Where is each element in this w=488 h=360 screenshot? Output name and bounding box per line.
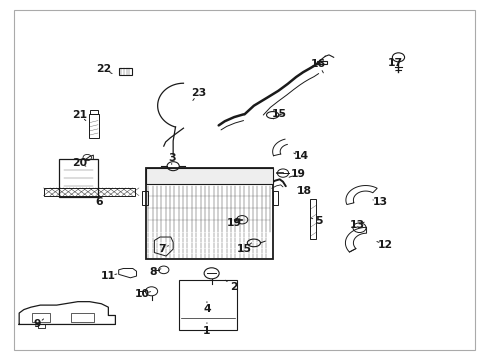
Text: 2: 2 <box>230 282 238 292</box>
Bar <box>317 61 326 64</box>
Text: 1: 1 <box>203 327 210 336</box>
Bar <box>71 313 94 322</box>
Bar <box>179 280 237 330</box>
Bar <box>43 188 135 195</box>
Text: 19: 19 <box>290 169 305 179</box>
Text: 5: 5 <box>314 216 322 226</box>
Text: 15: 15 <box>237 244 251 254</box>
Text: 17: 17 <box>387 58 403 68</box>
Text: 15: 15 <box>272 109 286 119</box>
Text: 22: 22 <box>96 64 111 75</box>
Bar <box>32 313 50 322</box>
Text: 13: 13 <box>372 198 387 207</box>
Bar <box>88 114 99 138</box>
Text: 19: 19 <box>226 218 241 228</box>
Bar <box>145 168 272 260</box>
Text: 10: 10 <box>134 289 149 299</box>
Text: 16: 16 <box>310 59 325 69</box>
Text: 8: 8 <box>149 267 156 276</box>
Text: 12: 12 <box>377 240 392 250</box>
Text: 13: 13 <box>349 220 364 230</box>
Text: 20: 20 <box>72 158 87 168</box>
Bar <box>89 110 98 114</box>
Bar <box>272 191 278 204</box>
Text: 14: 14 <box>294 152 309 162</box>
Text: 9: 9 <box>33 319 41 329</box>
Text: 3: 3 <box>167 153 175 162</box>
Bar <box>145 168 272 184</box>
Text: 11: 11 <box>101 271 116 281</box>
Text: 21: 21 <box>72 110 87 120</box>
Text: 4: 4 <box>203 303 210 314</box>
Bar <box>119 68 132 75</box>
Text: 7: 7 <box>158 244 166 254</box>
Bar <box>309 199 316 239</box>
Bar <box>142 191 147 204</box>
Text: 6: 6 <box>95 198 102 207</box>
Text: 23: 23 <box>190 88 206 98</box>
Text: 18: 18 <box>297 186 311 196</box>
